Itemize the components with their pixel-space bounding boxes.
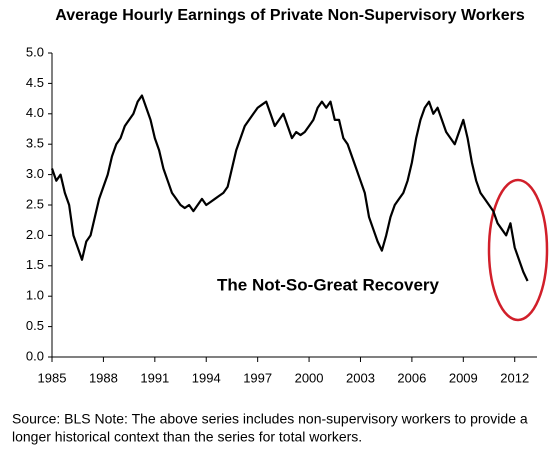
x-tick-label: 2003: [346, 370, 375, 385]
x-tick-label: 1994: [192, 370, 221, 385]
y-tick-label: 1.5: [26, 257, 44, 272]
x-tick-label: 1991: [140, 370, 169, 385]
y-tick-label: 0.0: [26, 348, 44, 363]
x-tick-label: 1997: [243, 370, 272, 385]
note-line: longer historical context than the serie…: [12, 429, 362, 445]
y-tick-label: 2.0: [26, 227, 44, 242]
x-tick-label: 2012: [500, 370, 529, 385]
chart-title: Average Hourly Earnings of Private Non-S…: [55, 7, 525, 24]
series-line: [50, 94, 529, 282]
y-tick-label: 5.0: [26, 44, 44, 59]
x-tick-label: 2009: [449, 370, 478, 385]
x-tick-label: 1988: [89, 370, 118, 385]
y-tick-label: 3.0: [26, 166, 44, 181]
note-line: Source: BLS Note: The above series inclu…: [12, 411, 528, 427]
y-tick-label: 2.5: [26, 196, 44, 211]
annotation: The Not-So-Great Recovery: [217, 275, 440, 294]
y-tick-label: 1.0: [26, 288, 44, 303]
x-tick-label: 1985: [38, 370, 67, 385]
highlight-ellipse: [487, 178, 549, 322]
y-tick-label: 3.5: [26, 136, 44, 151]
y-tick-label: 4.5: [26, 75, 44, 90]
y-tick-label: 0.5: [26, 318, 44, 333]
x-tick-label: 2006: [397, 370, 426, 385]
y-tick-label: 4.0: [26, 105, 44, 120]
x-tick-label: 2000: [295, 370, 324, 385]
